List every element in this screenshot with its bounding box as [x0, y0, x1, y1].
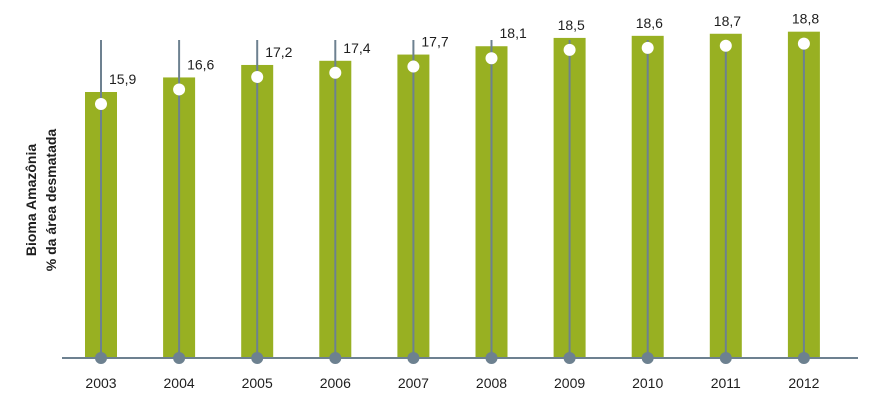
- axis-dot-2012: [797, 352, 810, 364]
- x-tick-label-2007: 2007: [398, 375, 429, 391]
- point-marker-2010: [641, 41, 654, 54]
- point-marker-2003: [95, 98, 107, 110]
- data-label-2005: 17,2: [265, 44, 292, 60]
- axis-dot-2003: [95, 352, 107, 364]
- x-tick-label-2012: 2012: [788, 375, 819, 391]
- x-tick-label-2003: 2003: [85, 375, 116, 391]
- axis-dot-2006: [329, 352, 342, 364]
- markers-group: [95, 37, 810, 364]
- point-marker-2009: [563, 43, 576, 56]
- axis-dot-2004: [173, 352, 186, 364]
- axis-dot-2005: [251, 352, 264, 364]
- x-tick-label-2009: 2009: [554, 375, 585, 391]
- data-label-2010: 18,6: [636, 15, 663, 31]
- point-marker-2012: [797, 37, 810, 50]
- axis-dot-2007: [407, 352, 420, 364]
- data-label-2012: 18,8: [792, 11, 819, 27]
- data-label-2011: 18,7: [714, 13, 741, 29]
- x-tick-label-2008: 2008: [476, 375, 507, 391]
- y-axis-label-line2: % da área desmatada: [43, 129, 59, 272]
- data-label-2004: 16,6: [187, 56, 214, 72]
- data-label-2007: 17,7: [421, 34, 448, 50]
- axis-dot-2008: [485, 352, 498, 364]
- y-axis-label: Bioma Amazônia % da área desmatada: [23, 129, 59, 272]
- point-marker-2007: [407, 60, 420, 73]
- data-label-2008: 18,1: [500, 25, 527, 41]
- axis-dot-2010: [641, 352, 654, 364]
- point-marker-2006: [329, 66, 342, 79]
- data-label-2006: 17,4: [343, 40, 370, 56]
- x-tick-label-2010: 2010: [632, 375, 663, 391]
- labels-group: 15,9 2003 16,6 2004 17,2 2005 17,4 2006 17,7 2007…: [85, 11, 819, 391]
- point-marker-2011: [719, 39, 732, 52]
- x-tick-label-2005: 2005: [242, 375, 273, 391]
- x-tick-label-2006: 2006: [320, 375, 351, 391]
- y-axis-label-line1: Bioma Amazônia: [23, 144, 39, 256]
- axis-dot-2011: [719, 352, 732, 364]
- bars-group: [85, 31, 820, 359]
- point-marker-2008: [485, 52, 498, 65]
- x-tick-label-2004: 2004: [164, 375, 195, 391]
- data-label-2009: 18,5: [558, 17, 585, 33]
- data-label-2003: 15,9: [109, 71, 136, 87]
- axis-dot-2009: [563, 352, 576, 364]
- point-marker-2004: [173, 83, 186, 96]
- x-tick-label-2011: 2011: [711, 375, 741, 391]
- point-marker-2005: [251, 70, 264, 83]
